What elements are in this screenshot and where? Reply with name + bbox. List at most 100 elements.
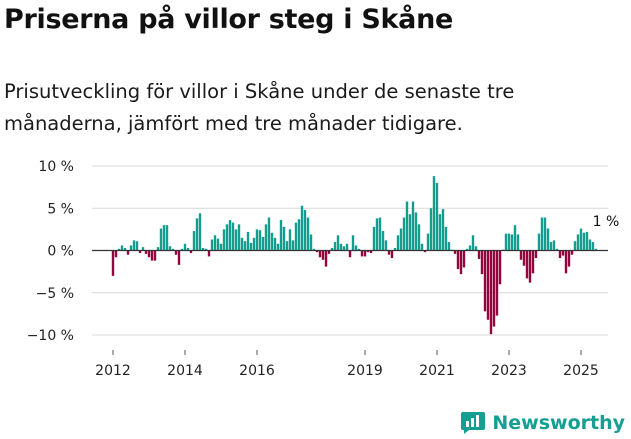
bar (333, 242, 337, 251)
bar (162, 225, 166, 251)
bar (435, 182, 439, 251)
bar (306, 217, 310, 251)
x-tick-label: 2014 (167, 363, 203, 379)
bar (189, 250, 193, 254)
bar (321, 250, 325, 260)
bar (375, 218, 379, 251)
bar (123, 247, 127, 251)
bar (168, 246, 172, 251)
bar (492, 250, 496, 327)
bar (264, 224, 268, 251)
bar (396, 235, 400, 251)
y-tick-label: 10 % (38, 159, 74, 175)
bar (387, 250, 391, 255)
x-tick-label: 2025 (563, 363, 599, 379)
bar (465, 248, 469, 251)
bar (576, 234, 580, 251)
bar (339, 243, 343, 251)
bar (495, 250, 499, 316)
bar (429, 208, 433, 251)
bar (591, 242, 595, 251)
brand-name: Newsworthy (492, 412, 625, 434)
bar (141, 247, 145, 251)
bar (291, 240, 295, 251)
bar (594, 248, 598, 251)
bar (477, 250, 481, 259)
bar (159, 228, 163, 251)
bar (144, 250, 148, 254)
bar (582, 232, 586, 251)
bar (222, 229, 226, 251)
bar (507, 233, 511, 251)
bar (534, 250, 538, 259)
bar (540, 217, 544, 251)
bar (366, 250, 370, 253)
bar (117, 248, 121, 251)
bar (390, 250, 394, 259)
bar (273, 237, 277, 251)
bar (237, 224, 241, 251)
bar (183, 243, 187, 251)
bar (318, 250, 322, 258)
bar (234, 229, 238, 251)
bar (261, 236, 265, 251)
bar (288, 229, 292, 251)
bar (555, 248, 559, 251)
bar (567, 250, 571, 267)
bar (279, 220, 283, 251)
bar (138, 250, 142, 254)
bar (558, 250, 562, 259)
bar (174, 250, 178, 255)
bar (372, 226, 376, 251)
bar (525, 250, 529, 279)
x-tick-label: 2023 (491, 363, 527, 379)
y-tick-label: −5 % (36, 286, 74, 302)
chart-subtitle: Prisutveckling för villor i Skåne under … (4, 80, 515, 135)
bar (336, 235, 340, 251)
bar (228, 220, 232, 251)
bar (402, 217, 406, 251)
bar (312, 248, 316, 251)
y-tick-label: −10 % (27, 328, 74, 344)
bar (225, 224, 229, 251)
bar (111, 250, 115, 276)
bar (513, 225, 517, 251)
bar (570, 250, 574, 255)
bar (489, 250, 493, 335)
bar (462, 250, 466, 268)
bar (207, 250, 211, 257)
bar (408, 214, 412, 251)
bar (447, 242, 451, 251)
bar (120, 245, 124, 251)
bar (309, 234, 313, 251)
bar (549, 242, 553, 251)
y-tick-label: 5 % (47, 201, 74, 217)
bar (252, 237, 256, 251)
bar (327, 250, 331, 254)
bar (480, 250, 484, 275)
bar (528, 250, 532, 283)
bar (360, 250, 364, 257)
bar (186, 247, 190, 251)
bar (438, 214, 442, 251)
bar (531, 250, 535, 274)
bar (510, 234, 514, 251)
bar (246, 231, 250, 251)
bar (351, 235, 355, 251)
bar (537, 233, 541, 251)
bar (324, 250, 328, 267)
bar (126, 250, 130, 255)
bar (357, 248, 361, 251)
bar (114, 250, 118, 258)
bar (156, 247, 160, 251)
newsworthy-chat-icon (461, 412, 486, 434)
bar (147, 250, 151, 258)
bar (483, 250, 487, 312)
x-tick-label: 2016 (239, 363, 275, 379)
newsworthy-logo: Newsworthy (460, 411, 625, 435)
bar (285, 241, 289, 251)
bar (153, 250, 157, 261)
bar (345, 243, 349, 251)
bar (315, 250, 319, 253)
